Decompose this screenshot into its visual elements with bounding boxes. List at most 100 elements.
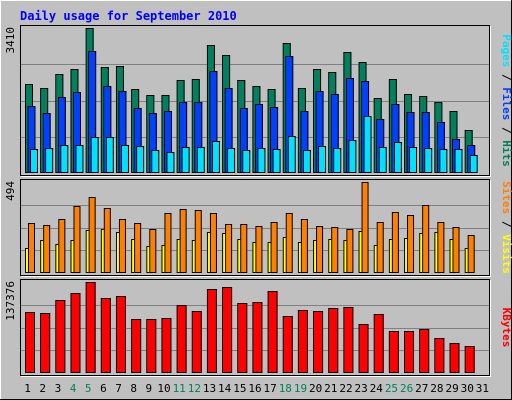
kbytes-bar	[176, 305, 187, 373]
kbytes-bar-outline	[328, 308, 339, 373]
x-tick-label: 18	[279, 382, 292, 395]
x-tick-label: 15	[233, 382, 246, 395]
x-tick-label: 1	[24, 382, 31, 395]
sites-bar-outline	[149, 229, 157, 273]
x-tick-label: 13	[203, 382, 216, 395]
sites-bar	[331, 227, 339, 273]
kbytes-bar-outline	[206, 289, 217, 373]
files-bar	[315, 91, 324, 173]
kbytes-bar	[313, 311, 324, 373]
kbytes-bar-outline	[464, 346, 475, 373]
pages-bar-outline	[348, 140, 357, 173]
pages-bar-outline	[181, 147, 190, 173]
x-tick-label: 8	[130, 382, 137, 395]
kbytes-bar	[267, 291, 278, 373]
sites-bar	[209, 213, 217, 273]
panel-3: 137376 KBytes	[4, 279, 512, 377]
kbytes-bar-outline	[237, 303, 248, 373]
pages-bar	[181, 147, 190, 173]
kbytes-bar-outline	[131, 319, 142, 373]
sites-bar-outline	[437, 222, 445, 273]
sites-bar	[73, 206, 81, 273]
pages-bar-outline	[227, 148, 236, 173]
chart-panels: 3410 Pages / Files / Hits 494 Sites / Visit…	[4, 25, 512, 377]
pages-bar	[333, 148, 342, 173]
pages-bar	[348, 140, 357, 173]
kbytes-bar-outline	[70, 293, 81, 373]
sites-bar-outline	[225, 224, 233, 273]
kbytes-bar	[55, 300, 66, 373]
x-axis-labels: 1 2 3 4 5 6 7 8 9 10 11 12 13 14 15 16 17 18 19 20 21 22 23 24 2…	[24, 382, 489, 395]
legend-item: /	[500, 67, 512, 87]
sites-bar-outline	[28, 223, 35, 273]
kbytes-bar	[25, 312, 35, 373]
files-bar	[285, 56, 294, 173]
x-tick-label: 7	[115, 382, 122, 395]
sites-bar-outline	[391, 212, 399, 273]
pages-bar-outline	[30, 149, 38, 173]
kbytes-bar	[373, 314, 384, 373]
kbytes-bar-outline	[40, 313, 51, 373]
sites-bar	[118, 219, 126, 273]
panel-1: 3410 Pages / Files / Hits	[4, 25, 512, 177]
kbytes-bar-outline	[146, 319, 157, 373]
sites-bar	[194, 210, 202, 273]
pages-bar-outline	[318, 146, 327, 173]
pages-bar-outline	[424, 148, 433, 173]
pages-bar	[257, 148, 266, 173]
kbytes-bar	[434, 338, 445, 373]
panel-legend: KBytes	[500, 308, 512, 348]
kbytes-bar-outline	[388, 331, 399, 373]
sites-bar	[255, 226, 263, 273]
legend-item: KBytes	[500, 308, 512, 348]
sites-bar-outline	[255, 226, 263, 273]
sites-bar-outline	[331, 227, 339, 273]
sites-bar-outline	[422, 205, 430, 273]
kbytes-bar-outline	[449, 343, 460, 373]
pages-bar	[409, 147, 418, 173]
pages-bar-outline	[454, 149, 463, 173]
pages-bar	[363, 116, 372, 173]
sites-bar-outline	[270, 222, 278, 273]
legend-item: Pages	[500, 34, 512, 67]
sites-bar	[103, 208, 111, 273]
x-tick-label: 28	[430, 382, 443, 395]
pages-bar-outline	[363, 116, 372, 173]
x-tick-label: 26	[400, 382, 413, 395]
kbytes-bar	[70, 293, 81, 373]
y-max-label: 3410	[4, 27, 17, 54]
pages-bar	[136, 146, 145, 173]
pages-bar	[60, 145, 69, 173]
pages-bar-outline	[242, 150, 251, 173]
panel-legend: Pages / Files / Hits	[500, 34, 512, 167]
x-tick-label: 4	[70, 382, 77, 395]
x-tick-label: 10	[157, 382, 170, 395]
kbytes-bar	[85, 282, 96, 373]
pages-bar	[105, 137, 114, 173]
pages-bar-outline	[211, 141, 220, 173]
kbytes-bar-outline	[373, 314, 384, 373]
pages-bar-outline	[257, 148, 266, 173]
pages-bar	[454, 149, 463, 173]
kbytes-bar-outline	[297, 310, 308, 373]
chart-title: Daily usage for September 2010	[20, 9, 237, 23]
sites-bar	[240, 224, 248, 273]
sites-bar	[452, 227, 460, 273]
pages-bar-outline	[120, 145, 129, 173]
kbytes-bar	[40, 313, 51, 373]
files-bar	[179, 102, 188, 173]
pages-bar-outline	[45, 148, 54, 173]
sites-bar-outline	[346, 229, 354, 273]
y-max-label: 494	[4, 181, 17, 201]
pages-bar	[393, 142, 402, 173]
kbytes-bar	[419, 329, 430, 373]
sites-bar-outline	[361, 182, 369, 273]
kbytes-bar-outline	[358, 324, 369, 373]
kbytes-bar	[343, 307, 354, 373]
sites-bar-outline	[58, 219, 66, 273]
files-bar	[103, 86, 112, 173]
files-bar	[436, 122, 445, 173]
files-bar	[376, 119, 385, 173]
files-bar	[209, 71, 218, 173]
